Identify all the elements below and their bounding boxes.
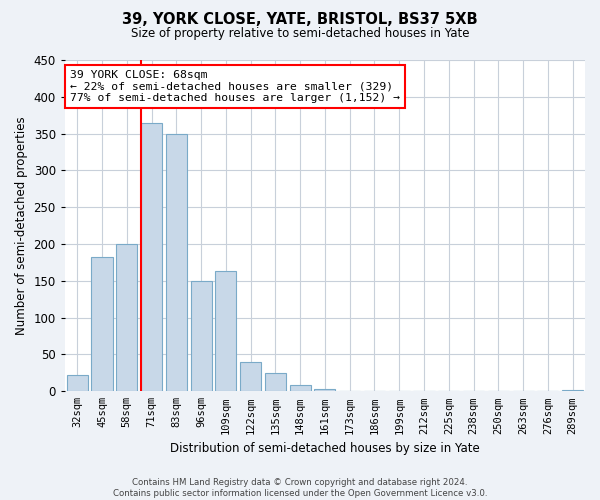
Bar bbox=[562, 390, 583, 392]
Text: 39 YORK CLOSE: 68sqm
← 22% of semi-detached houses are smaller (329)
77% of semi: 39 YORK CLOSE: 68sqm ← 22% of semi-detac… bbox=[70, 70, 400, 103]
Text: Contains HM Land Registry data © Crown copyright and database right 2024.
Contai: Contains HM Land Registry data © Crown c… bbox=[113, 478, 487, 498]
Bar bbox=[290, 386, 311, 392]
Bar bbox=[67, 375, 88, 392]
Bar bbox=[314, 389, 335, 392]
Bar bbox=[116, 244, 137, 392]
Bar bbox=[240, 362, 261, 392]
Bar bbox=[215, 272, 236, 392]
Text: 39, YORK CLOSE, YATE, BRISTOL, BS37 5XB: 39, YORK CLOSE, YATE, BRISTOL, BS37 5XB bbox=[122, 12, 478, 28]
Bar bbox=[191, 281, 212, 392]
Bar bbox=[265, 373, 286, 392]
Text: Size of property relative to semi-detached houses in Yate: Size of property relative to semi-detach… bbox=[131, 28, 469, 40]
X-axis label: Distribution of semi-detached houses by size in Yate: Distribution of semi-detached houses by … bbox=[170, 442, 480, 455]
Bar bbox=[166, 134, 187, 392]
Y-axis label: Number of semi-detached properties: Number of semi-detached properties bbox=[15, 116, 28, 335]
Bar bbox=[141, 122, 162, 392]
Bar bbox=[91, 256, 113, 392]
